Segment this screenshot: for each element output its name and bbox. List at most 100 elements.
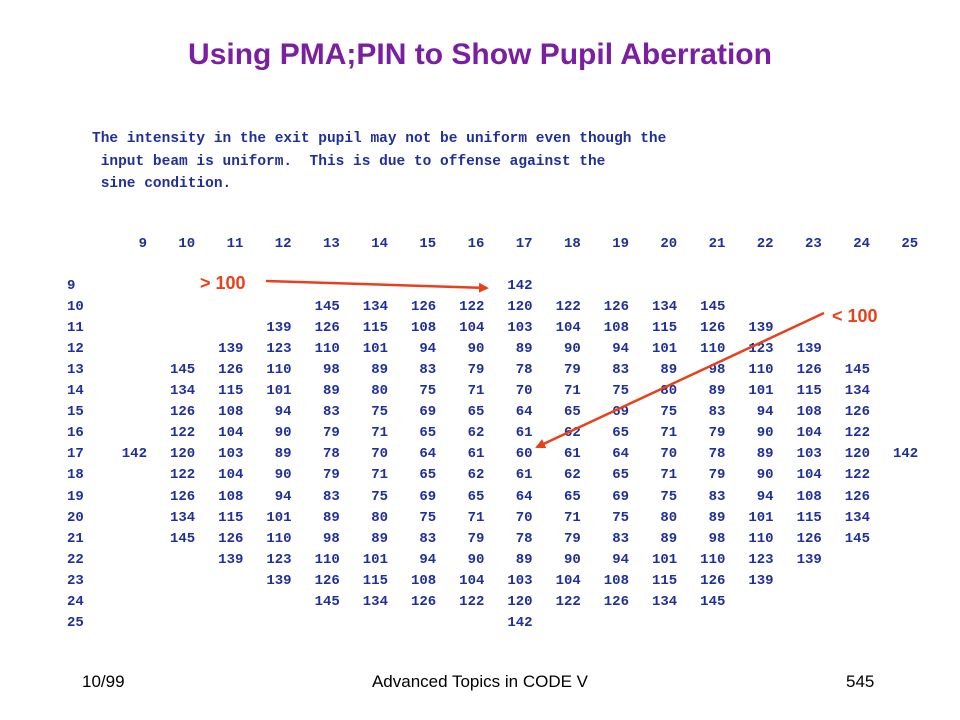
intensity-cell: 80 bbox=[371, 509, 388, 526]
intensity-cell: 80 bbox=[371, 383, 388, 400]
intensity-cell: 79 bbox=[708, 425, 726, 442]
intensity-cell: 71 bbox=[660, 467, 678, 484]
intensity-cell: 62 bbox=[467, 425, 485, 442]
intensity-cell: 134 bbox=[651, 593, 678, 610]
intensity-cell: 122 bbox=[459, 593, 485, 610]
column-header: 9 bbox=[138, 236, 147, 252]
intensity-cell: 104 bbox=[555, 572, 581, 589]
intensity-cell: 108 bbox=[796, 404, 822, 421]
intensity-cell: 79 bbox=[467, 530, 485, 547]
intensity-cell: 61 bbox=[515, 467, 533, 484]
intensity-cell: 101 bbox=[362, 551, 388, 568]
column-header: 21 bbox=[708, 236, 726, 252]
intensity-cell: 115 bbox=[651, 572, 678, 589]
intensity-cell: 145 bbox=[844, 362, 870, 379]
intensity-cell: 126 bbox=[603, 593, 629, 610]
intensity-cell: 71 bbox=[371, 425, 388, 442]
intensity-cell: 126 bbox=[218, 362, 244, 379]
intensity-cell: 89 bbox=[371, 362, 388, 379]
intro-line: The intensity in the exit pupil may not … bbox=[92, 131, 667, 147]
intensity-cell: 134 bbox=[169, 509, 196, 526]
intensity-cell: 115 bbox=[651, 320, 678, 337]
intensity-cell: 123 bbox=[266, 341, 292, 358]
intensity-cell: 126 bbox=[844, 488, 870, 505]
intensity-cell: 108 bbox=[410, 320, 437, 337]
intensity-cell: 94 bbox=[756, 404, 774, 421]
intensity-cell: 126 bbox=[603, 299, 629, 316]
row-label: 20 bbox=[67, 509, 84, 526]
row-label: 14 bbox=[67, 383, 84, 400]
footer-date: 10/99 bbox=[82, 672, 125, 691]
intensity-cell: 89 bbox=[708, 509, 726, 526]
intensity-cell: 75 bbox=[612, 383, 629, 400]
intensity-cell: 126 bbox=[314, 320, 340, 337]
intensity-cell: 89 bbox=[515, 551, 533, 568]
intensity-cell: 65 bbox=[563, 404, 581, 421]
intensity-cell: 108 bbox=[410, 572, 437, 589]
intensity-cell: 142 bbox=[507, 278, 533, 294]
intensity-cell: 104 bbox=[796, 425, 822, 442]
intro-line: sine condition. bbox=[92, 176, 232, 192]
intensity-cell: 71 bbox=[563, 509, 581, 526]
intensity-cell: 145 bbox=[169, 362, 196, 379]
intensity-cell: 142 bbox=[507, 614, 533, 631]
column-header: 16 bbox=[467, 236, 485, 252]
intensity-cell: 110 bbox=[314, 551, 340, 568]
row-label: 17 bbox=[67, 446, 84, 463]
slide-title: Using PMA;PIN to Show Pupil Aberration bbox=[188, 38, 772, 71]
column-header: 11 bbox=[226, 236, 244, 252]
intensity-cell: 89 bbox=[322, 509, 340, 526]
intensity-cell: 79 bbox=[563, 362, 581, 379]
intensity-cell: 115 bbox=[218, 509, 244, 526]
intensity-cell: 104 bbox=[796, 467, 822, 484]
intensity-cell: 75 bbox=[660, 488, 678, 505]
intensity-cell: 142 bbox=[121, 446, 147, 463]
intensity-cell: 115 bbox=[796, 509, 822, 526]
less-than-100-label: < 100 bbox=[832, 306, 878, 326]
intensity-cell: 103 bbox=[796, 446, 822, 463]
intensity-cell: 110 bbox=[700, 341, 726, 358]
intensity-cell: 134 bbox=[169, 383, 196, 400]
intensity-cell: 101 bbox=[266, 383, 292, 400]
intensity-cell: 126 bbox=[169, 488, 196, 505]
intensity-cell: 65 bbox=[612, 425, 629, 442]
intensity-cell: 90 bbox=[274, 467, 292, 484]
intensity-cell: 65 bbox=[612, 467, 629, 484]
intensity-cell: 71 bbox=[467, 383, 485, 400]
intensity-cell: 71 bbox=[467, 509, 485, 526]
row-label: 9 bbox=[67, 278, 76, 294]
intensity-cell: 61 bbox=[515, 425, 533, 442]
column-header: 25 bbox=[901, 236, 919, 252]
intensity-cell: 101 bbox=[651, 341, 678, 358]
intensity-cell: 139 bbox=[748, 320, 774, 337]
intensity-cell: 115 bbox=[362, 572, 388, 589]
intensity-cell: 101 bbox=[651, 551, 678, 568]
intensity-cell: 65 bbox=[467, 404, 485, 421]
intensity-cell: 122 bbox=[555, 299, 581, 316]
intensity-cell: 134 bbox=[844, 509, 870, 526]
intensity-cell: 90 bbox=[467, 551, 485, 568]
column-header: 17 bbox=[515, 236, 533, 252]
intensity-cell: 110 bbox=[314, 341, 340, 358]
intensity-cell: 79 bbox=[708, 467, 726, 484]
column-header: 13 bbox=[322, 236, 340, 252]
row-label: 24 bbox=[67, 593, 84, 610]
intensity-cell: 83 bbox=[708, 488, 726, 505]
intensity-cell: 83 bbox=[419, 362, 437, 379]
intensity-cell: 94 bbox=[419, 341, 437, 358]
intensity-cell: 139 bbox=[748, 572, 774, 589]
intensity-cell: 64 bbox=[419, 446, 437, 463]
intensity-cell: 126 bbox=[410, 593, 437, 610]
intensity-cell: 69 bbox=[419, 404, 437, 421]
intensity-cell: 104 bbox=[459, 320, 485, 337]
intensity-cell: 103 bbox=[218, 446, 244, 463]
intensity-cell: 78 bbox=[515, 530, 533, 547]
intensity-cell: 75 bbox=[419, 383, 437, 400]
intensity-cell: 70 bbox=[660, 446, 678, 463]
intensity-cell: 120 bbox=[507, 299, 533, 316]
arrow-to-center bbox=[535, 311, 825, 449]
column-header: 22 bbox=[756, 236, 774, 252]
intensity-cell: 61 bbox=[467, 446, 485, 463]
intensity-cell: 90 bbox=[756, 425, 774, 442]
intensity-cell: 75 bbox=[371, 404, 388, 421]
